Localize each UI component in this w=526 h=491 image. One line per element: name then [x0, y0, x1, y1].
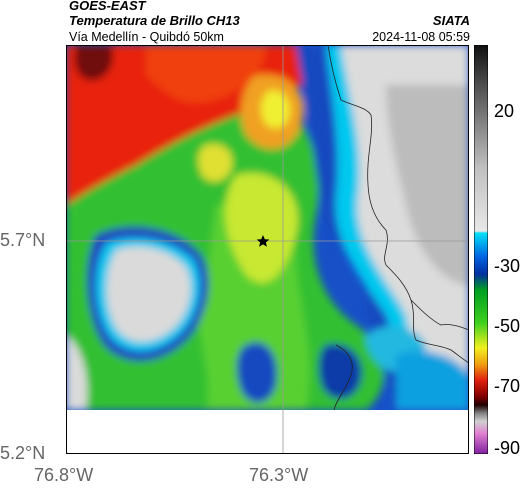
map-frame — [66, 45, 469, 454]
star-marker — [256, 235, 270, 247]
temperature-colorbar — [474, 45, 488, 454]
border-line — [333, 344, 353, 410]
colorbar-tick-label: 20 — [494, 101, 515, 121]
colorbar-tick-label: -30 — [494, 256, 521, 276]
satellite-name: GOES-EAST — [69, 0, 146, 13]
lon-tick-label: 76.8°W — [34, 465, 94, 485]
border-line — [410, 299, 469, 364]
product-title: Temperatura de Brillo CH13 — [69, 13, 240, 28]
temperature-field — [66, 45, 469, 410]
datetime-label: 2024-11-08 05:59 — [372, 30, 470, 44]
lon-tick-label: 76.3°W — [249, 465, 309, 485]
brightness-temperature-map — [66, 45, 469, 454]
lat-tick-label: 5.7°N — [0, 230, 46, 250]
location-subtitle: Vía Medellín - Quibdó 50km — [69, 30, 224, 44]
colorbar-tick-label: -90 — [494, 438, 521, 458]
colorbar-tick-label: -50 — [494, 316, 521, 336]
border-line — [327, 45, 469, 331]
lat-tick-label: 5.2°N — [0, 443, 46, 463]
colorbar-tick-label: -70 — [494, 376, 521, 396]
agency-label: SIATA — [432, 13, 470, 28]
